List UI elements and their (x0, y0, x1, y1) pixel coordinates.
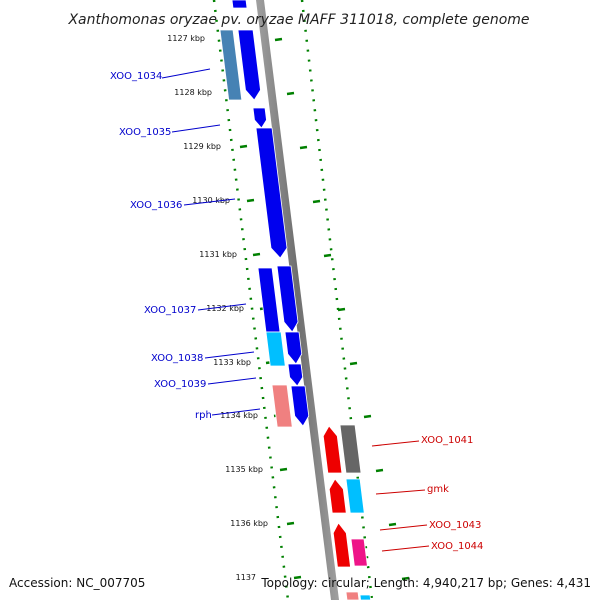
tick-mark-inner (299, 145, 308, 150)
tick-mark-outer (293, 575, 302, 580)
gene-block-forward-light (265, 331, 286, 367)
outer-tick-ring (212, 0, 290, 600)
gene-arrow-forward (255, 127, 288, 259)
gene-label-xoo-1044: XOO_1044 (431, 541, 483, 552)
backbone (256, 0, 339, 600)
gene-block-forward-steel (219, 29, 243, 101)
tick-label: 1136 kbp (230, 519, 268, 528)
label-leader-line (161, 68, 211, 79)
label-leader-line (371, 440, 420, 447)
tick-label: 1135 kbp (225, 465, 263, 474)
gene-label-xoo-1037: XOO_1037 (144, 305, 196, 316)
gene-arrow-forward (284, 331, 303, 365)
tick-mark-inner (323, 253, 332, 258)
gene-arrow-forward (237, 29, 261, 101)
gene-label-xoo-1036: XOO_1036 (130, 200, 182, 211)
label-leader-line (375, 489, 426, 495)
tick-label: 1128 kbp (174, 88, 212, 97)
tick-mark-inner (312, 199, 321, 204)
tick-label: 1133 kbp (213, 358, 251, 367)
gene-label-rph: rph (195, 410, 212, 421)
tick-mark-outer (252, 252, 261, 257)
gene-block-reverse-gray (339, 424, 362, 474)
gene-label-xoo-1038: XOO_1038 (151, 353, 203, 364)
tick-mark-inner (363, 414, 372, 419)
label-leader-line (207, 377, 257, 385)
gene-label-xoo-1035: XOO_1035 (119, 127, 171, 138)
gene-labels: XOO_1034 XOO_1035 XOO_1036 XOO_1037 XOO_1038… (110, 71, 483, 552)
gene-block-forward-light (359, 594, 372, 600)
label-leader-line (379, 524, 428, 531)
gene-block-forward (257, 267, 281, 333)
genome-summary-text: Topology: circular; Length: 4,940,217 bp… (260, 576, 591, 590)
gene-arrow-forward (290, 385, 310, 427)
gene-features (219, 0, 372, 600)
tick-label: 1127 kbp (167, 34, 205, 43)
tick-mark-inner (349, 361, 358, 366)
inner-tick-ring (300, 0, 374, 600)
gene-block-rna (345, 591, 360, 600)
tick-label: 1132 kbp (206, 304, 244, 313)
tick-label: 1134 kbp (220, 411, 258, 420)
label-leader-line (211, 408, 261, 416)
tick-marks: 1127 kbp 1128 kbp 1129 kbp 1130 kbp 1131 kbp… (167, 34, 410, 582)
label-leader-line (171, 124, 221, 133)
tick-mark-outer (279, 467, 288, 472)
tick-mark-inner (375, 468, 384, 473)
label-leader-line (204, 351, 255, 359)
map-title: Xanthomonas oryzae pv. oryzae MAFF 31101… (67, 12, 529, 28)
gene-label-xoo-1034: XOO_1034 (110, 71, 162, 82)
gene-label-xoo-1043: XOO_1043 (429, 520, 481, 531)
gene-label-xoo-1041: XOO_1041 (421, 435, 473, 446)
label-leader-line (183, 198, 236, 206)
gene-block-rna (271, 384, 293, 428)
tick-mark-inner (337, 307, 346, 312)
label-leader-lines (161, 68, 430, 552)
accession-text: Accession: NC_007705 (9, 576, 145, 590)
gene-block-forward-light (345, 478, 365, 514)
tick-mark-outer (246, 198, 255, 203)
gene-label-gmk: gmk (427, 484, 449, 495)
tick-mark-inner (274, 37, 283, 42)
gene-arrow-forward (252, 107, 267, 129)
tick-mark-outer (239, 144, 248, 149)
gene-arrow-reverse (328, 478, 347, 514)
label-leader-line (197, 303, 247, 311)
gene-arrow-reverse (332, 522, 351, 568)
gene-label-xoo-1039: XOO_1039 (154, 379, 206, 390)
tick-mark-inner (401, 576, 410, 581)
tick-label: 1137 (236, 573, 256, 582)
gene-block-reverse-pink (350, 538, 368, 567)
gene-arrow-forward (276, 265, 299, 333)
gene-block-forward (231, 0, 248, 9)
tick-label: 1131 kbp (199, 250, 237, 259)
gene-arrow-reverse (322, 425, 343, 474)
tick-mark-inner (286, 91, 295, 96)
tick-label: 1130 kbp (192, 196, 230, 205)
tick-mark-outer (286, 521, 295, 526)
label-leader-line (381, 545, 430, 552)
tick-mark-inner (388, 522, 397, 527)
tick-label: 1129 kbp (183, 142, 221, 151)
gene-arrow-forward (287, 363, 304, 387)
